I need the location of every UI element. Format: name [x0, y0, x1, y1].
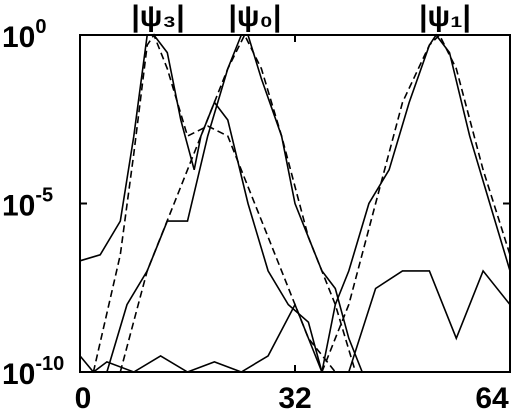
- annotation: |ψ₃|: [131, 0, 184, 33]
- y-tick-base: 10: [2, 21, 35, 54]
- solid-line: [79, 34, 323, 373]
- solid-line: [321, 33, 511, 373]
- y-tick-base: 10: [2, 190, 35, 223]
- y-tick-label: 100: [2, 16, 47, 54]
- x-tick-label: 0: [75, 382, 92, 412]
- y-tick-base: 10: [2, 358, 35, 391]
- solid-line: [106, 34, 363, 373]
- annotation: |ψ₀|: [229, 0, 282, 33]
- y-tick-exponent: 0: [35, 16, 46, 38]
- y-tick-label: 10-10: [2, 353, 64, 391]
- solid-line: [79, 269, 511, 374]
- annotation: |ψ₁|: [419, 0, 471, 33]
- y-tick-exponent: -10: [35, 353, 64, 375]
- dashed-line: [92, 33, 336, 373]
- y-tick-exponent: -5: [35, 185, 53, 207]
- dashed-line: [321, 33, 511, 373]
- dashed-line: [119, 33, 357, 373]
- x-tick-label: 32: [278, 382, 311, 412]
- x-tick-label: 64: [475, 382, 509, 412]
- y-tick-label: 10-5: [2, 185, 53, 223]
